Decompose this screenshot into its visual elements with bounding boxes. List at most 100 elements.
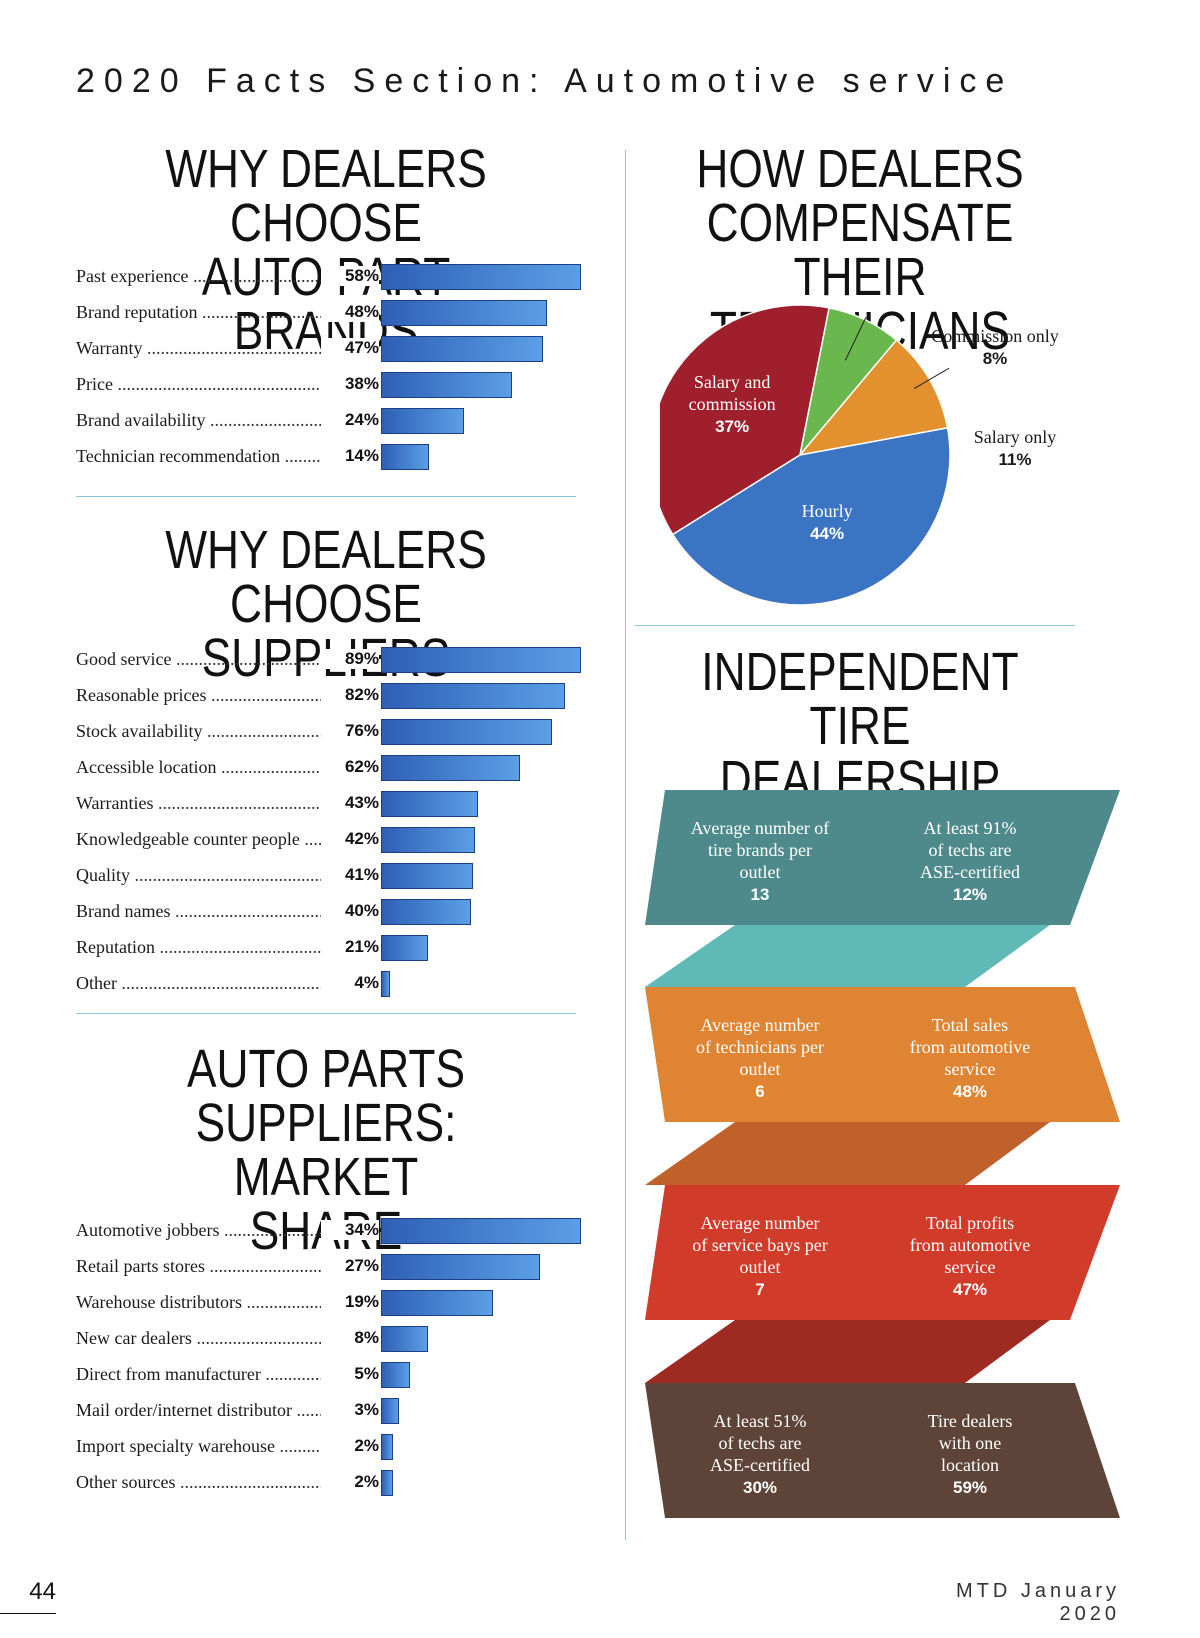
- bar-value-label: 48%: [321, 302, 379, 322]
- profile-stat-label: tire brands per: [708, 840, 812, 860]
- bar: [381, 264, 581, 290]
- bar: [381, 755, 521, 781]
- bar: [381, 647, 581, 673]
- profile-stat-label: location: [941, 1455, 999, 1475]
- profile-stat-label: of techs are: [719, 1433, 802, 1453]
- profile-stat-label: of technicians per: [696, 1037, 824, 1057]
- bar: [381, 1254, 540, 1280]
- bar-row: Quality41%: [76, 859, 596, 895]
- profile-stat-label: ASE-certified: [920, 862, 1020, 882]
- title-line: AUTO PARTS: [186, 1039, 466, 1099]
- bar-row: Past experience58%: [76, 260, 596, 296]
- bar-value-label: 2%: [321, 1472, 379, 1492]
- pie-value-label: 8%: [983, 349, 1008, 368]
- ribbon-fold: [645, 925, 1050, 987]
- divider: [76, 496, 576, 497]
- profile-stat-value: 7: [755, 1280, 764, 1299]
- bar-value-label: 40%: [321, 901, 379, 921]
- profile-stat-label: Total profits: [926, 1213, 1014, 1233]
- pie-leader-line: [844, 316, 867, 361]
- bar-row: Retail parts stores27%: [76, 1250, 596, 1286]
- bar-row: Reasonable prices82%: [76, 679, 596, 715]
- profile-stat-value: 12%: [953, 885, 987, 904]
- bar-row: Mail order/internet distributor3%: [76, 1394, 596, 1430]
- bar-category-label: Direct from manufacturer: [76, 1364, 321, 1385]
- profile-band: [645, 1383, 1120, 1518]
- profile-stat-label: from automotive: [910, 1235, 1030, 1255]
- profile-stat-label: Average number: [700, 1015, 819, 1035]
- bar-category-label: Brand availability: [76, 410, 321, 431]
- bar-category-label: Past experience: [76, 266, 321, 287]
- pie-slice-label: Hourly: [802, 501, 853, 521]
- profile-stat-value: 13: [751, 885, 770, 904]
- bar-value-label: 2%: [321, 1436, 379, 1456]
- bar: [381, 1326, 429, 1352]
- bar: [381, 1398, 399, 1424]
- profile-stat-value: 48%: [953, 1082, 987, 1101]
- bar-value-label: 4%: [321, 973, 379, 993]
- bar-value-label: 58%: [321, 266, 379, 286]
- bar-value-label: 42%: [321, 829, 379, 849]
- title-line: COMPENSATE THEIR: [706, 193, 1014, 307]
- bar-row: Import specialty warehouse2%: [76, 1430, 596, 1466]
- bar-value-label: 47%: [321, 338, 379, 358]
- bar-row: Price38%: [76, 368, 596, 404]
- bar-row: Brand reputation48%: [76, 296, 596, 332]
- profile-stat-label: service: [945, 1059, 996, 1079]
- bar-row: Direct from manufacturer5%: [76, 1358, 596, 1394]
- bar-row: Brand availability24%: [76, 404, 596, 440]
- ribbon-fold: [645, 1320, 1050, 1383]
- profile-stat-label: Average number of: [691, 818, 830, 838]
- profile-stat-value: 59%: [953, 1478, 987, 1497]
- profile-stat-label: outlet: [740, 1059, 781, 1079]
- profile-stat-label: of techs are: [929, 840, 1012, 860]
- profile-stat-label: of service bays per: [692, 1235, 827, 1255]
- bar-category-label: Brand reputation: [76, 302, 321, 323]
- bar: [381, 300, 547, 326]
- bar: [381, 336, 544, 362]
- bar: [381, 791, 478, 817]
- bar-value-label: 24%: [321, 410, 379, 430]
- bar-category-label: Technician recommendation: [76, 446, 321, 467]
- pie-value-label: 37%: [715, 417, 749, 436]
- pie-slice: [671, 427, 951, 606]
- bar-category-label: Warehouse distributors: [76, 1292, 321, 1313]
- bar: [381, 1290, 493, 1316]
- bar-row: Brand names40%: [76, 895, 596, 931]
- bar-category-label: Retail parts stores: [76, 1256, 321, 1277]
- profile-stat-label: outlet: [740, 1257, 781, 1277]
- bar: [381, 863, 474, 889]
- profile-stat-label: ASE-certified: [710, 1455, 810, 1475]
- section-title-compensation: HOW DEALERS COMPENSATE THEIR TECHNICIANS: [680, 142, 1041, 358]
- profile-stat-label: At least 51%: [714, 1411, 807, 1431]
- pie-slice-label: Commission only: [931, 326, 1059, 346]
- bar-row: Other sources2%: [76, 1466, 596, 1502]
- bar-value-label: 43%: [321, 793, 379, 813]
- bar: [381, 719, 552, 745]
- bar-category-label: Import specialty warehouse: [76, 1436, 321, 1457]
- profile-stat-value: 6: [755, 1082, 764, 1101]
- bar-value-label: 19%: [321, 1292, 379, 1312]
- bar-category-label: Reasonable prices: [76, 685, 321, 706]
- bar: [381, 1434, 393, 1460]
- pie-value-label: 11%: [998, 450, 1031, 469]
- bar-category-label: Warranty: [76, 338, 321, 359]
- bar-value-label: 21%: [321, 937, 379, 957]
- section-title-suppliers: WHY DEALERS CHOOSE SUPPLIERS: [121, 523, 531, 685]
- bar-row: Knowledgeable counter people42%: [76, 823, 596, 859]
- title-line: HOW DEALERS: [696, 139, 1024, 199]
- title-line: WHY DEALERS CHOOSE: [165, 520, 487, 634]
- bar-value-label: 3%: [321, 1400, 379, 1420]
- bar-row: Other4%: [76, 967, 596, 1003]
- bar-row: Technician recommendation14%: [76, 440, 596, 476]
- profile-stat-label: service: [945, 1257, 996, 1277]
- bar-row: Good service89%: [76, 643, 596, 679]
- pie-leader-line: [913, 367, 950, 390]
- bar: [381, 444, 430, 470]
- bar-category-label: Other sources: [76, 1472, 321, 1493]
- bar-value-label: 14%: [321, 446, 379, 466]
- ribbon-fold: [645, 1122, 1050, 1185]
- page-number: 44: [0, 1578, 56, 1614]
